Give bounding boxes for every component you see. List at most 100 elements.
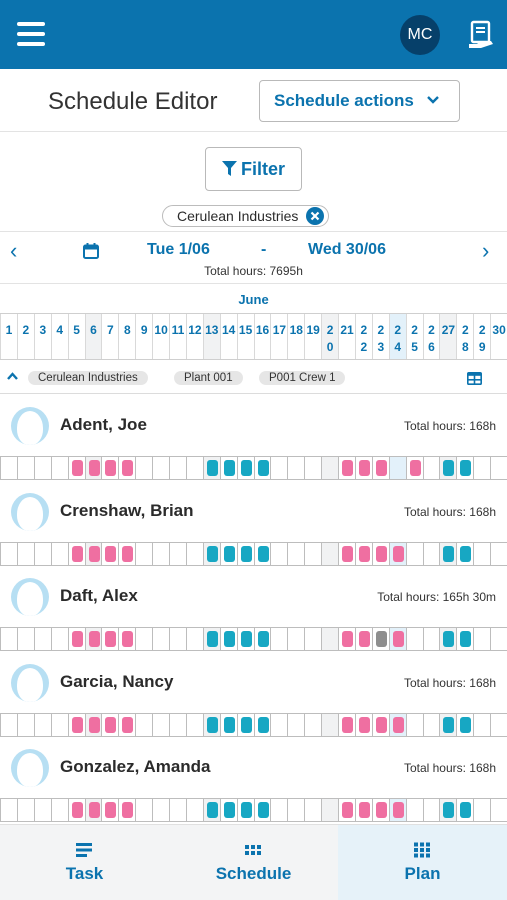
day-cell[interactable] [270,457,287,479]
day-cell[interactable] [67,713,85,736]
day-cell[interactable] [219,542,237,565]
day-cell[interactable] [16,628,34,650]
day-cell[interactable] [135,542,152,565]
shift-block-teal[interactable] [443,631,455,647]
close-icon[interactable] [306,207,325,225]
day-cell[interactable] [185,713,203,736]
day-cell[interactable] [354,457,372,479]
day-cell[interactable] [388,799,406,821]
day-cell[interactable] [439,713,457,736]
shift-block-pink[interactable] [358,802,370,818]
day-cell[interactable] [169,457,186,479]
shift-block-pink[interactable] [122,802,134,818]
schedule-actions-button[interactable]: Schedule actions [259,80,460,122]
day-cell[interactable] [321,457,339,479]
day-cell[interactable] [202,799,220,821]
day-cell[interactable] [253,542,271,565]
day-cell[interactable] [422,542,440,565]
day-cell[interactable] [388,542,406,565]
day-cell[interactable] [354,542,372,565]
day-cell[interactable] [67,457,85,479]
day-header-cell[interactable]: 2 2 [354,314,372,359]
day-cell[interactable] [118,713,135,736]
shift-block-pink[interactable] [358,631,370,647]
shift-block-teal[interactable] [206,631,218,647]
day-cell[interactable] [304,628,321,650]
shift-block-pink[interactable] [71,460,83,476]
day-cell[interactable] [0,713,17,736]
shift-block-teal[interactable] [223,545,235,562]
day-cell[interactable] [219,628,237,650]
day-cell[interactable] [236,457,254,479]
employee-row[interactable]: Daft, Alex Total hours: 165h 30m [0,572,507,620]
shift-block-pink[interactable] [342,716,353,733]
day-cell[interactable] [152,713,169,736]
day-cell[interactable] [118,628,135,650]
day-cell[interactable] [0,799,17,821]
day-cell[interactable] [118,799,135,821]
shift-block-pink[interactable] [122,545,134,562]
day-cell[interactable] [287,542,304,565]
day-cell[interactable] [152,799,169,821]
day-cell[interactable] [101,799,118,821]
day-cell[interactable] [371,542,389,565]
shift-block-pink[interactable] [375,716,387,733]
day-cell[interactable] [253,628,271,650]
shift-block-pink[interactable] [122,460,134,476]
day-cell[interactable] [202,628,220,650]
day-cell[interactable] [338,457,355,479]
day-cell[interactable] [185,457,203,479]
day-cell[interactable] [422,457,440,479]
breadcrumb-company[interactable]: Cerulean Industries [28,371,148,385]
shift-block-pink[interactable] [342,631,353,647]
day-header-cell[interactable]: 21 [338,314,355,359]
day-cell[interactable] [321,713,339,736]
day-cell[interactable] [101,457,118,479]
day-cell[interactable] [405,628,423,650]
shift-block-pink[interactable] [392,545,404,562]
day-cell[interactable] [33,457,51,479]
shift-block-teal[interactable] [460,802,472,818]
day-cell[interactable] [473,542,490,565]
day-header-cell[interactable]: 12 [185,314,203,359]
day-cell[interactable] [354,799,372,821]
day-header-cell[interactable]: 5 [67,314,85,359]
day-header-cell[interactable]: 2 0 [321,314,339,359]
day-cell[interactable] [321,542,339,565]
day-cell[interactable] [439,457,457,479]
start-date[interactable]: Tue 1/06 [147,241,210,258]
day-header-cell[interactable]: 2 5 [405,314,423,359]
day-cell[interactable] [185,799,203,821]
shift-block-pink[interactable] [71,802,83,818]
day-header-cell[interactable]: 14 [219,314,237,359]
shift-block-teal[interactable] [240,716,252,733]
day-cell[interactable] [0,628,17,650]
day-cell[interactable] [67,628,85,650]
chevron-right-icon[interactable]: › [482,238,490,263]
day-cell[interactable] [33,799,51,821]
shift-block-pink[interactable] [392,716,404,733]
day-cell[interactable] [287,628,304,650]
day-cell[interactable] [0,457,17,479]
day-cell[interactable] [371,713,389,736]
day-cell[interactable] [33,713,51,736]
day-header-cell[interactable]: 2 3 [371,314,389,359]
day-cell[interactable] [236,799,254,821]
shift-block-pink[interactable] [105,460,117,476]
day-cell[interactable] [202,542,220,565]
day-cell[interactable] [473,799,490,821]
day-header-cell[interactable]: 9 [135,314,152,359]
shift-block-pink[interactable] [88,716,100,733]
breadcrumb-crew[interactable]: P001 Crew 1 [259,371,346,385]
shift-block-pink[interactable] [105,545,117,562]
day-cell[interactable] [152,457,169,479]
day-cell[interactable] [16,542,34,565]
day-cell[interactable] [185,628,203,650]
day-cell[interactable] [456,542,473,565]
day-cell[interactable] [439,799,457,821]
hamburger-icon[interactable] [17,22,45,46]
day-cell[interactable] [118,457,135,479]
shift-block-teal[interactable] [223,460,235,476]
shift-block-pink[interactable] [342,802,353,818]
shift-block-pink[interactable] [358,460,370,476]
